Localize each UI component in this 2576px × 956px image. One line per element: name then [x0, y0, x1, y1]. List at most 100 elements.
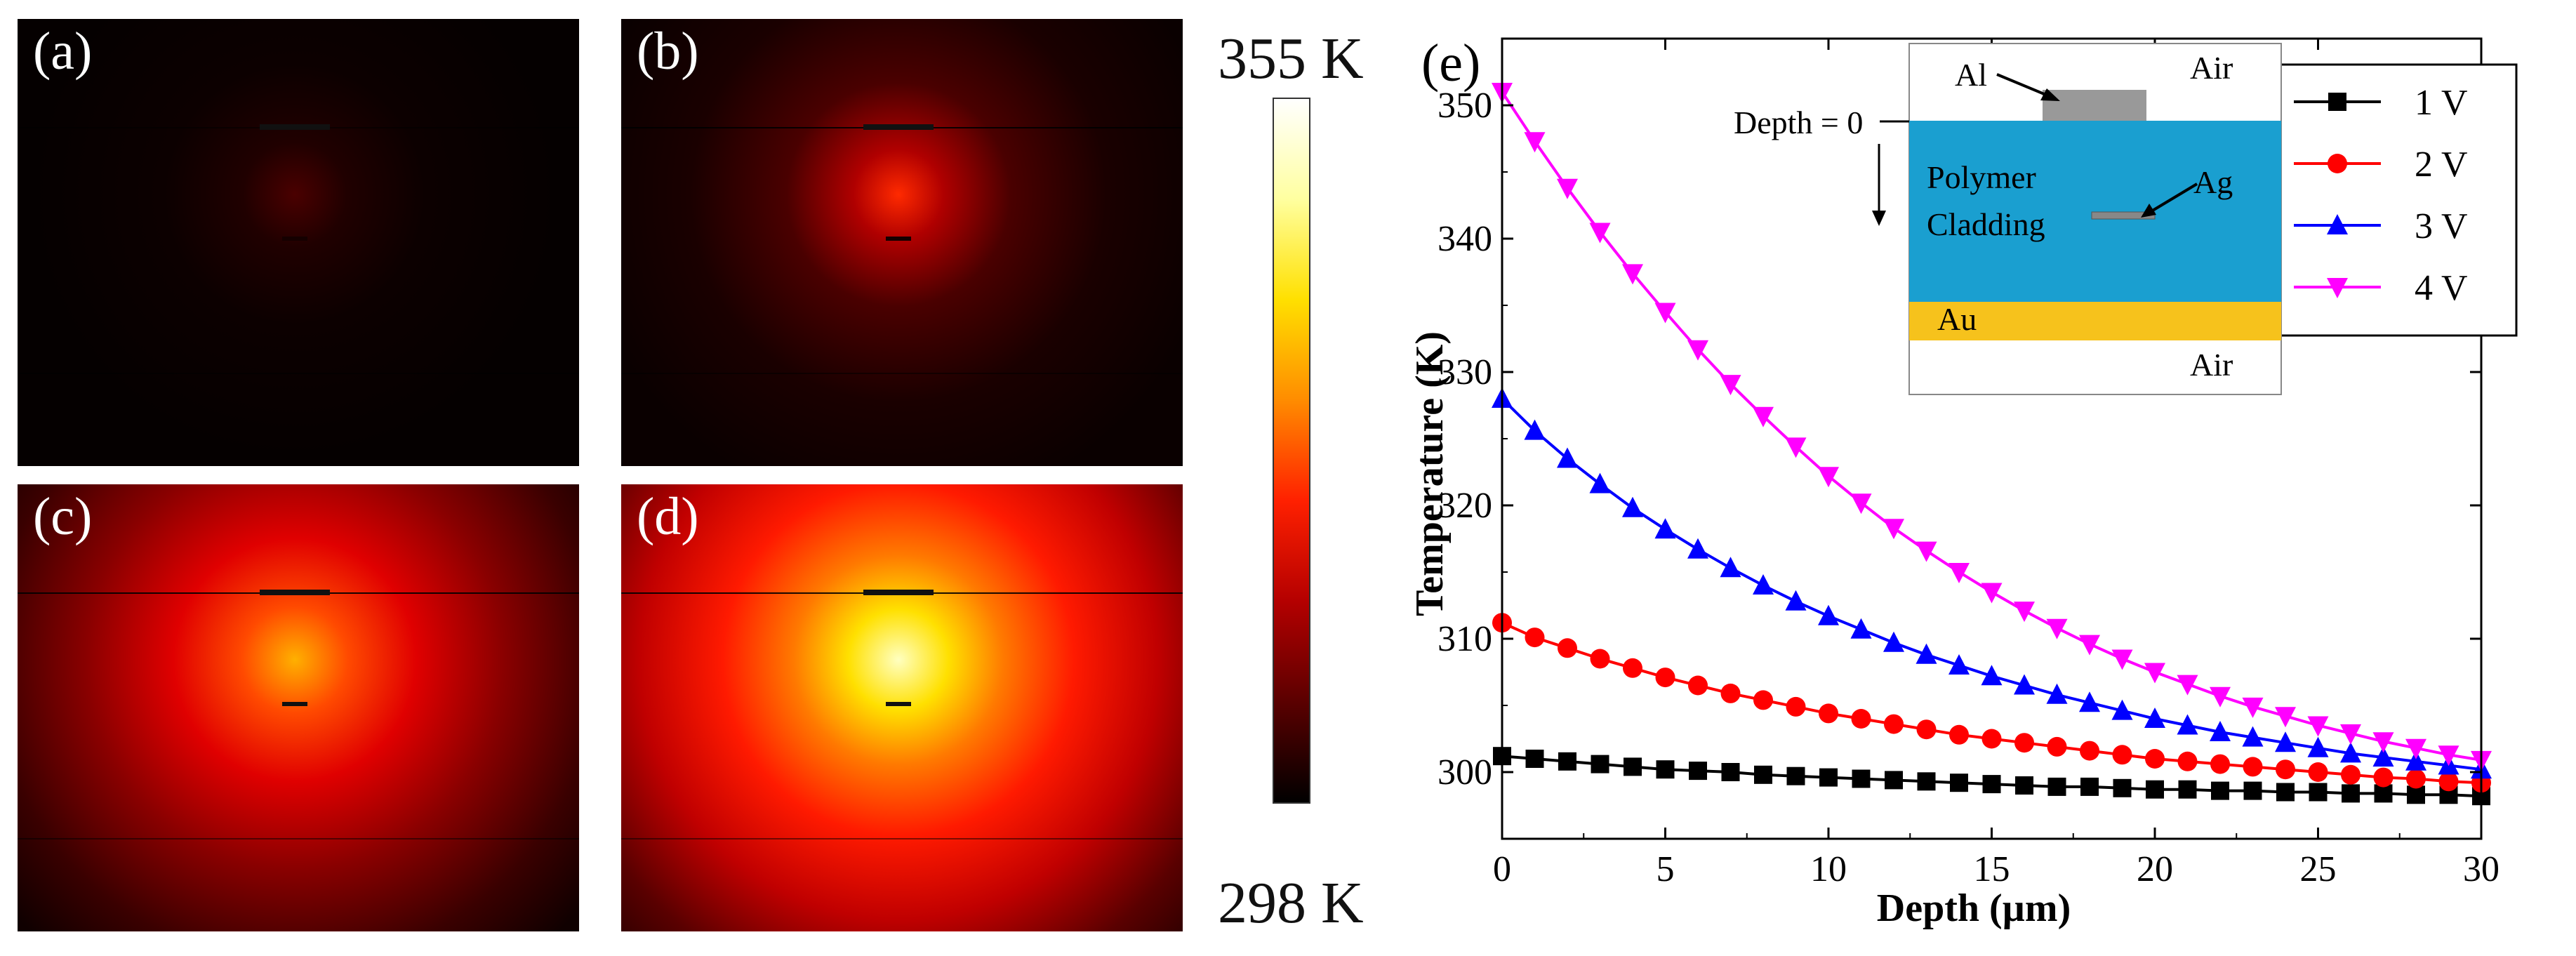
- data-point-4v: [1654, 303, 1676, 324]
- legend-label-2v: 2 V: [2415, 145, 2468, 185]
- inset-label-air-bottom: Air: [2190, 347, 2233, 383]
- x-tick-label: 25: [2300, 849, 2337, 889]
- heatmap-panel-d: (d): [621, 484, 1183, 931]
- data-point-4v: [2438, 745, 2459, 766]
- data-point-2v: [1786, 696, 1806, 717]
- data-point-3v: [1981, 665, 2003, 686]
- y-tick-label: 300: [1438, 752, 1492, 792]
- data-point-2v: [1688, 675, 1708, 696]
- data-point-4v: [2275, 707, 2296, 728]
- data-point-3v: [1524, 419, 1546, 440]
- data-point-3v: [2144, 708, 2165, 728]
- panel-label-c: (c): [33, 487, 93, 546]
- data-point-3v: [1883, 631, 1904, 652]
- colorbar-min-label: 298 K: [1218, 870, 1364, 936]
- data-point-3v: [2307, 736, 2329, 757]
- data-point-2v: [2243, 757, 2263, 777]
- chart-legend: 1 V 2 V 3 V 4 V: [2276, 63, 2518, 337]
- data-point-3v: [1720, 557, 1741, 578]
- x-tick-label: 0: [1493, 849, 1511, 889]
- inset-depth-arrowhead: [1872, 211, 1886, 226]
- data-point-1v: [2178, 780, 2197, 799]
- data-point-2v: [2406, 769, 2426, 789]
- data-point-2v: [1720, 683, 1741, 703]
- data-point-4v: [1916, 541, 1937, 562]
- data-point-3v: [1948, 654, 1970, 675]
- data-point-3v: [2079, 691, 2100, 712]
- data-point-4v: [2079, 635, 2100, 656]
- data-point-1v: [1852, 769, 1871, 788]
- chart-y-axis-label: Temperature (K): [1408, 331, 1452, 616]
- inset-ag-arrow: [2146, 182, 2198, 215]
- legend-marker-2v: [2328, 154, 2347, 173]
- data-point-2v: [2438, 771, 2459, 792]
- data-point-3v: [1818, 604, 1839, 625]
- data-point-2v: [2210, 754, 2230, 774]
- data-point-2v: [2047, 736, 2067, 757]
- heatmap-waveguide: [886, 237, 911, 241]
- x-tick-label: 15: [1974, 849, 2010, 889]
- y-tick-label: 320: [1438, 486, 1492, 526]
- data-point-2v: [2080, 741, 2099, 761]
- data-point-4v: [2405, 738, 2426, 759]
- inset-label-cladding: Cladding: [1927, 206, 2045, 242]
- heatmap-electrode: [863, 124, 934, 130]
- data-point-2v: [2373, 767, 2394, 788]
- inset-ag-arrowhead: [2141, 204, 2156, 218]
- heatmap-waveguide: [282, 237, 307, 241]
- legend-marker-3v: [2327, 214, 2348, 234]
- data-point-2v: [1819, 703, 1838, 724]
- data-point-1v: [2146, 780, 2164, 799]
- chart-panel-label: (e): [1421, 34, 1480, 93]
- data-point-3v: [2014, 674, 2035, 695]
- colorbar: [1273, 98, 1310, 804]
- inset-al-arrow: [1996, 73, 2052, 98]
- data-point-4v: [1850, 493, 1872, 514]
- data-point-2v: [1949, 724, 1969, 745]
- data-point-3v: [1916, 643, 1937, 664]
- legend-marker-1v: [2328, 93, 2346, 111]
- data-point-2v: [2112, 745, 2132, 765]
- inset-label-polymer: Polymer: [1927, 159, 2036, 195]
- data-point-4v: [2111, 649, 2133, 670]
- data-point-1v: [1917, 772, 1936, 791]
- data-point-4v: [2046, 618, 2068, 639]
- data-point-1v: [1786, 766, 1805, 785]
- data-point-3v: [1622, 496, 1643, 517]
- inset-gold-layer: [1909, 302, 2281, 340]
- chart-axes: 0 5 10 15 20 25 30 300 310 320 330 340 350: [1438, 37, 2499, 889]
- heatmap-d-graphic: [621, 484, 1183, 931]
- data-point-2v: [1753, 690, 1773, 710]
- data-point-3v: [1557, 447, 1578, 468]
- data-point-3v: [1589, 472, 1611, 493]
- x-tick-label: 30: [2463, 849, 2499, 889]
- inset-label-au: Au: [1937, 301, 1977, 337]
- panel-label-b: (b): [637, 22, 699, 81]
- data-point-3v: [2340, 742, 2361, 763]
- data-point-1v: [1950, 774, 1968, 792]
- legend-marker-4v: [2327, 278, 2348, 298]
- data-point-3v: [2372, 746, 2394, 767]
- data-point-1v: [2374, 784, 2393, 803]
- data-point-1v: [1591, 755, 1609, 774]
- data-point-1v: [1885, 771, 1903, 790]
- data-point-1v: [1624, 757, 1642, 776]
- data-point-3v: [2275, 731, 2296, 752]
- panel-label-a: (a): [33, 22, 93, 81]
- data-point-2v: [2177, 751, 2198, 771]
- data-point-4v: [2372, 732, 2394, 753]
- series-2v: [1492, 613, 2491, 793]
- data-point-3v: [2210, 721, 2231, 741]
- data-point-2v: [1851, 709, 1871, 729]
- heatmap-field: [621, 484, 1183, 931]
- data-point-1v: [2047, 777, 2066, 796]
- data-point-4v: [1785, 437, 1807, 458]
- data-point-2v: [1655, 668, 1675, 688]
- data-point-1v: [2309, 783, 2328, 802]
- inset-polymer-layer: [1909, 121, 2281, 302]
- series-4v: [1492, 83, 2492, 771]
- data-point-1v: [2015, 776, 2033, 795]
- data-point-1v: [1982, 775, 2001, 794]
- inset-label-al: Al: [1955, 57, 1987, 93]
